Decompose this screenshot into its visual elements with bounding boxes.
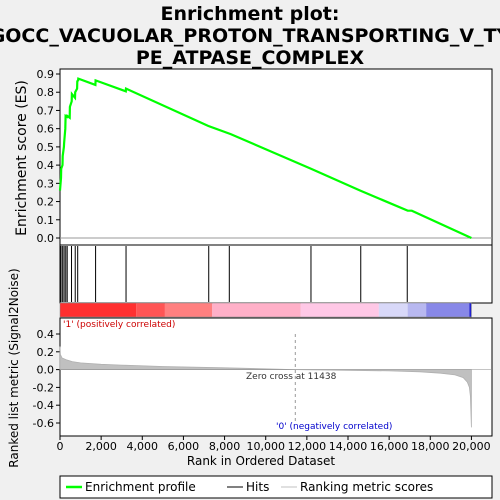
legend-es-label: Enrichment profile bbox=[85, 480, 196, 494]
es-y-tick-label: 0.5 bbox=[37, 141, 55, 154]
hits-group bbox=[60, 246, 408, 302]
es-panel-frame bbox=[59, 68, 493, 246]
x-tick-label: 0 bbox=[57, 440, 64, 453]
zero-cross-label: Zero cross at 11438 bbox=[246, 372, 337, 382]
es-line-group bbox=[58, 77, 472, 240]
es-y-tick-label: 0.9 bbox=[37, 68, 55, 81]
rank-y-tick-label: -0.4 bbox=[33, 399, 54, 412]
es-series-line bbox=[58, 77, 472, 240]
legend-hits-label: Hits bbox=[246, 480, 269, 494]
es-y-tick-label: 0.6 bbox=[37, 123, 55, 136]
hits-panel-frame bbox=[59, 244, 493, 304]
es-y-tick-label: 0.3 bbox=[37, 177, 55, 190]
rank-metric-group bbox=[59, 334, 492, 428]
es-y-tick-label: 0.2 bbox=[37, 196, 55, 209]
x-axis-label: Rank in Ordered Dataset bbox=[187, 454, 335, 468]
chart-title-line-1: Enrichment plot: bbox=[161, 3, 340, 25]
x-tick-label: 16,000 bbox=[370, 440, 409, 453]
rank-y-tick-label: -0.2 bbox=[33, 381, 54, 394]
correlation-bar-segment bbox=[300, 303, 379, 317]
x-tick-label: 18,000 bbox=[411, 440, 450, 453]
legend-frame bbox=[59, 475, 493, 499]
es-y-tick-label: 0.7 bbox=[37, 104, 55, 117]
chart-title-line-3: PE_ATPASE_COMPLEX bbox=[136, 47, 365, 69]
correlation-bar-segment bbox=[426, 303, 470, 317]
rank-y-axis-label: Ranked list metric (Signal2Noise) bbox=[7, 268, 21, 467]
rank-y-tick-label: 0.0 bbox=[37, 364, 55, 377]
x-tick-label: 2,000 bbox=[85, 440, 117, 453]
x-tick-label: 14,000 bbox=[329, 440, 368, 453]
x-tick-label: 12,000 bbox=[288, 440, 327, 453]
rank-y-tick-label: -0.6 bbox=[33, 417, 54, 430]
rank-y-tick-label: 0.4 bbox=[37, 328, 55, 341]
correlation-bar-segment bbox=[164, 303, 213, 317]
rank-panel-frame bbox=[59, 317, 493, 437]
correlation-bar-segment bbox=[469, 303, 472, 317]
x-tick-label: 4,000 bbox=[127, 440, 159, 453]
rank-metric-area bbox=[59, 346, 472, 428]
rank-y-axis: 0.4 0.2 0.0 -0.2 -0.4 -0.6 bbox=[33, 328, 60, 430]
positive-correlation-label: '1' (positively correlated) bbox=[63, 320, 175, 330]
x-tick-label: 10,000 bbox=[246, 440, 285, 453]
legend: Enrichment profile Hits Ranking metric s… bbox=[59, 475, 493, 499]
correlation-color-bar bbox=[59, 302, 472, 318]
correlation-bar-segment bbox=[407, 303, 427, 317]
x-tick-label: 8,000 bbox=[209, 440, 241, 453]
correlation-bar-segment bbox=[212, 303, 301, 317]
x-axis: 0 2,000 4,000 6,000 8,000 10,000 12,000 14,000 1… bbox=[57, 436, 491, 453]
x-tick-label: 20,000 bbox=[452, 440, 491, 453]
es-y-tick-label: 0.8 bbox=[37, 86, 55, 99]
rank-y-tick-label: 0.2 bbox=[37, 346, 55, 359]
correlation-bar-segment bbox=[60, 303, 137, 317]
es-y-tick-label: 0.4 bbox=[37, 159, 55, 172]
correlation-bar-segment bbox=[378, 303, 408, 317]
legend-rank-label: Ranking metric scores bbox=[300, 480, 433, 494]
es-y-tick-label: 0.1 bbox=[37, 214, 55, 227]
es-y-axis-label: Enrichment score (ES) bbox=[14, 80, 30, 236]
chart-title-line-2: GOCC_VACUOLAR_PROTON_TRANSPORTING_V_TY bbox=[0, 25, 500, 47]
correlation-bar-outline bbox=[59, 302, 472, 318]
es-y-axis: 0.0 0.1 0.2 0.3 0.4 0.5 0.6 0.7 0.8 0.9 bbox=[37, 68, 60, 245]
correlation-bar-segment bbox=[136, 303, 165, 317]
es-y-tick-label: 0.0 bbox=[37, 232, 55, 245]
negative-correlation-label: '0' (negatively correlated) bbox=[276, 422, 392, 432]
x-tick-label: 6,000 bbox=[168, 440, 200, 453]
